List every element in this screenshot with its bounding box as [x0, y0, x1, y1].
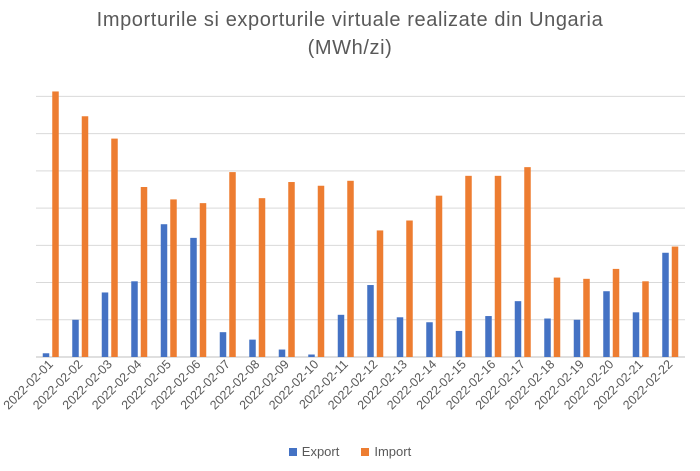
bar-import-2022-02-22 — [671, 246, 679, 357]
bar-import-2022-02-16 — [494, 175, 502, 357]
bar-export-2022-02-18 — [544, 318, 551, 357]
bar-export-2022-02-14 — [426, 322, 433, 357]
bar-import-2022-02-03 — [111, 138, 118, 357]
bar-export-2022-02-20 — [603, 291, 610, 357]
bar-export-2022-02-15 — [455, 330, 463, 357]
chart-subtitle: (MWh/zi) — [307, 37, 393, 59]
bar-export-2022-02-17 — [514, 301, 522, 357]
legend: Export Import — [0, 444, 700, 459]
legend-item-import: Import — [361, 444, 411, 459]
bar-import-2022-02-17 — [524, 167, 531, 357]
bar-export-2022-02-08 — [249, 339, 256, 357]
bar-export-2022-02-12 — [367, 285, 374, 357]
bar-import-2022-02-11 — [347, 180, 354, 357]
bar-import-2022-02-05 — [170, 199, 177, 357]
bar-export-2022-02-04 — [131, 281, 138, 357]
bar-import-2022-02-01 — [52, 91, 59, 357]
bar-export-2022-02-06 — [190, 237, 197, 357]
bar-import-2022-02-14 — [435, 195, 443, 357]
legend-swatch-export — [288, 447, 297, 456]
chart-title-block: Importurile si exporturile virtuale real… — [0, 6, 700, 62]
bar-export-2022-02-21 — [632, 312, 640, 357]
legend-label-export: Export — [301, 444, 340, 459]
bar-import-2022-02-18 — [553, 277, 561, 357]
legend-swatch-import — [361, 447, 370, 456]
bar-export-2022-02-16 — [485, 316, 492, 357]
bar-export-2022-02-02 — [72, 319, 79, 357]
bar-export-2022-02-11 — [337, 314, 345, 357]
bar-import-2022-02-13 — [406, 220, 413, 357]
bar-import-2022-02-06 — [199, 203, 207, 357]
bar-import-2022-02-02 — [81, 116, 89, 357]
bar-export-2022-02-19 — [573, 319, 581, 357]
bar-import-2022-02-10 — [317, 185, 325, 357]
legend-item-export: Export — [288, 444, 340, 459]
bar-import-2022-02-19 — [583, 278, 590, 357]
bar-import-2022-02-08 — [258, 198, 266, 357]
bar-import-2022-02-15 — [465, 175, 472, 357]
bar-export-2022-02-07 — [219, 332, 227, 357]
bar-export-2022-02-03 — [101, 292, 109, 357]
bar-export-2022-02-01 — [42, 353, 50, 357]
bar-import-2022-02-04 — [140, 187, 148, 357]
bar-import-2022-02-09 — [288, 182, 295, 357]
bars — [42, 91, 679, 357]
x-axis: 2022-02-012022-02-022022-02-032022-02-04… — [1, 357, 676, 412]
bar-export-2022-02-13 — [396, 317, 404, 357]
bar-import-2022-02-07 — [229, 172, 236, 357]
bar-export-2022-02-22 — [662, 252, 669, 357]
bar-export-2022-02-10 — [308, 354, 315, 357]
bar-export-2022-02-09 — [278, 349, 286, 357]
bar-import-2022-02-21 — [642, 281, 649, 357]
bar-import-2022-02-12 — [376, 230, 384, 357]
chart-title: Importurile si exporturile virtuale real… — [96, 9, 604, 31]
bar-import-2022-02-20 — [612, 268, 620, 357]
legend-label-import: Import — [374, 444, 412, 459]
bar-export-2022-02-05 — [160, 224, 168, 357]
